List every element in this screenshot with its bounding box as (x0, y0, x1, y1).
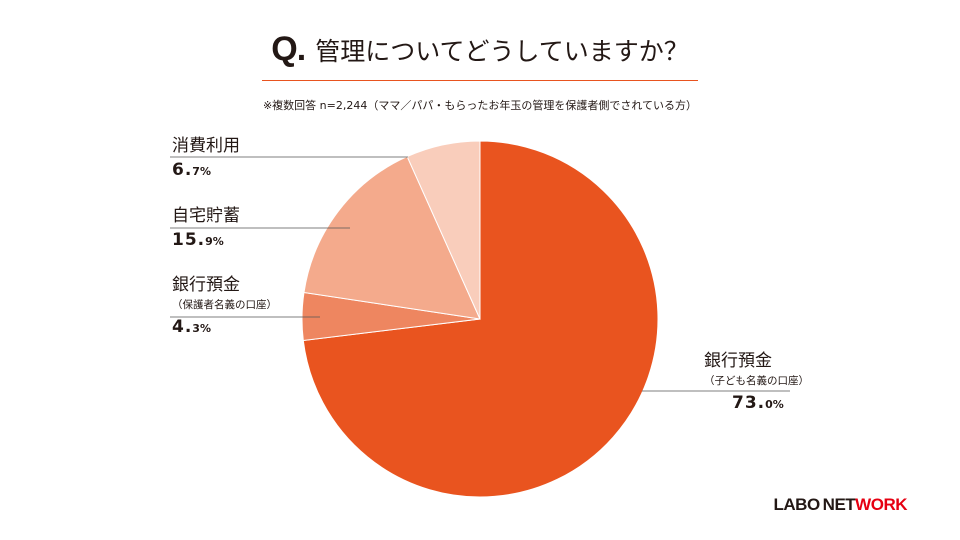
label-slice-2: 自宅貯蓄 15.9% (172, 205, 240, 255)
slice-3-label: 消費利用 (172, 136, 240, 156)
sample-note: ※複数回答 n=2,244（ママ／パパ・もらったお年玉の管理を保護者側でされてい… (262, 99, 698, 112)
slice-0-label: 銀行預金 (704, 351, 772, 371)
slice-0-value: 73.0% (732, 393, 784, 413)
pie-slice-0 (302, 140, 659, 498)
pie-slices (301, 140, 659, 498)
slice-1-value: 4.3% (172, 317, 211, 337)
leader-lines (170, 156, 790, 392)
label-slice-1: 銀行預金 （保護者名義の口座） 4.3% (172, 274, 277, 342)
brand-logo: LABO NETWORK (773, 495, 908, 514)
slice-1-sublabel: （保護者名義の口座） (172, 299, 277, 311)
question-prefix: Q. (271, 30, 306, 68)
slice-2-value: 15.9% (172, 230, 224, 250)
label-slice-3: 消費利用 6.7% (172, 135, 240, 185)
slice-1-label: 銀行預金 (172, 275, 240, 295)
slice-0-sublabel: （子ども名義の口座） (704, 375, 809, 387)
slice-2-label: 自宅貯蓄 (172, 206, 240, 226)
question-text: 管理についてどうしていますか？ (315, 36, 689, 66)
label-slice-0: 銀行預金 （子ども名義の口座） 73.0% (704, 350, 809, 418)
slice-3-value: 6.7% (172, 160, 211, 180)
pie-slice-2 (303, 155, 481, 320)
title: Q. 管理についてどうしていますか？ (0, 30, 960, 69)
pie-slice-3 (406, 140, 481, 320)
title-underline (262, 80, 698, 81)
